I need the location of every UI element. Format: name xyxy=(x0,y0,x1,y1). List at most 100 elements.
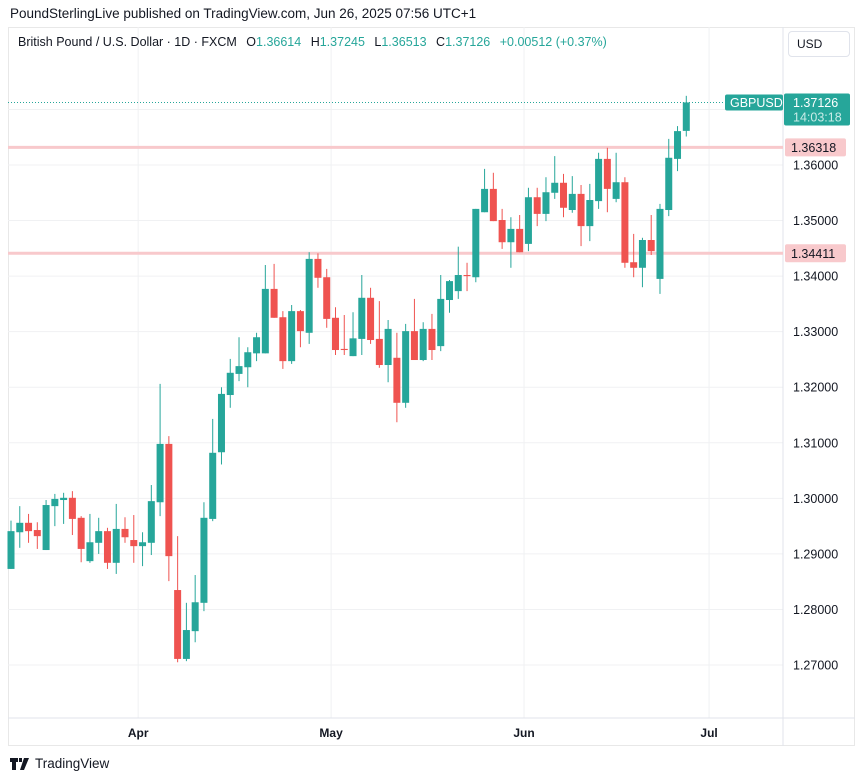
candle-down xyxy=(314,258,322,278)
level-price-label: 1.34411 xyxy=(791,247,835,261)
candle-up xyxy=(568,193,576,211)
candle-up xyxy=(595,158,603,202)
candle-down xyxy=(270,288,278,318)
candle-up xyxy=(7,531,15,569)
symbol-legend: British Pound / U.S. Dollar · 1D · FXCM … xyxy=(18,35,607,49)
candle-up xyxy=(200,517,208,603)
time-axis-label: May xyxy=(319,726,343,740)
time-axis-scale[interactable] xyxy=(9,719,783,745)
candle-down xyxy=(165,443,173,557)
candle-up xyxy=(226,372,234,396)
candle-up xyxy=(419,328,427,361)
symbol-title[interactable]: British Pound / U.S. Dollar · 1D · FXCM xyxy=(18,35,237,49)
candle-up xyxy=(682,102,690,131)
candle-up xyxy=(586,200,594,227)
change-value: +0.00512 (+0.37%) xyxy=(499,35,607,49)
candle-up xyxy=(235,366,243,374)
candle-down xyxy=(130,540,138,547)
price-axis-label: 1.29000 xyxy=(793,547,838,561)
price-axis-label: 1.30000 xyxy=(793,492,838,506)
candle-up xyxy=(551,182,559,193)
open-label: O xyxy=(246,35,257,49)
candle-up xyxy=(51,498,59,507)
candle-up xyxy=(358,297,366,339)
candle-down xyxy=(647,240,655,252)
candle-down xyxy=(296,311,304,332)
candle-down xyxy=(621,182,629,263)
candle-down xyxy=(279,317,287,362)
candle-up xyxy=(253,337,261,354)
footer-brand-label: TradingView xyxy=(35,756,110,771)
price-axis-label: 1.35000 xyxy=(793,214,838,228)
candle-up xyxy=(261,288,269,354)
price-axis-label: 1.27000 xyxy=(793,659,838,673)
level-price-tag xyxy=(785,138,846,157)
time-axis-label: Jul xyxy=(700,726,717,740)
candle-down xyxy=(516,228,524,253)
level-price-tag xyxy=(785,244,846,263)
chart-frame xyxy=(8,27,855,746)
level-price-label: 1.36318 xyxy=(791,141,836,155)
candle-down xyxy=(77,517,85,549)
candle-up xyxy=(16,522,24,533)
footer-brand[interactable]: TradingView xyxy=(10,756,109,771)
candle-up xyxy=(305,258,313,333)
candle-up xyxy=(656,208,664,279)
candle-down xyxy=(340,348,348,351)
low-label: L xyxy=(374,35,382,49)
candle-up xyxy=(542,192,550,214)
low-value: 1.36513 xyxy=(381,35,427,49)
time-axis-label: Jun xyxy=(513,726,534,740)
high-label: H xyxy=(310,35,320,49)
candle-up xyxy=(191,602,199,632)
candle-down xyxy=(174,590,182,659)
candle-up xyxy=(446,281,453,301)
price-axis-label: 1.36000 xyxy=(793,159,838,173)
candle-up xyxy=(481,188,489,213)
price-axis-label: 1.34000 xyxy=(793,270,838,284)
close-value: 1.37126 xyxy=(445,35,491,49)
currency-button[interactable]: USD xyxy=(788,31,850,57)
candle-down xyxy=(603,158,611,189)
price-axis-label: 1.28000 xyxy=(793,603,838,617)
candle-down xyxy=(393,357,401,403)
candle-down xyxy=(560,182,568,208)
candle-up xyxy=(209,452,217,519)
price-axis-label: 1.33000 xyxy=(793,325,838,339)
candle-up xyxy=(112,528,120,563)
candle-down xyxy=(463,275,471,277)
price-axis-label: 1.31000 xyxy=(793,436,838,450)
candle-down xyxy=(367,297,375,341)
candle-down xyxy=(533,197,541,214)
last-price-label: 1.37126 xyxy=(793,96,838,110)
price-axis-label: 1.32000 xyxy=(793,381,838,395)
candle-down xyxy=(498,220,506,243)
candle-down xyxy=(410,331,418,361)
candle-up xyxy=(147,501,155,543)
close-label: C xyxy=(436,35,446,49)
candle-up xyxy=(472,208,480,278)
candle-up xyxy=(638,240,646,268)
published-caption: PoundSterlingLive published on TradingVi… xyxy=(10,6,477,21)
candle-up xyxy=(437,298,445,347)
time-axis-label: Apr xyxy=(128,726,149,740)
candle-up xyxy=(402,331,410,403)
candle-up xyxy=(288,311,296,362)
bar-countdown-label: 14:03:18 xyxy=(793,110,842,124)
tradingview-logo-icon xyxy=(10,757,29,770)
candle-down xyxy=(33,530,41,537)
candle-up xyxy=(42,505,50,551)
candle-down xyxy=(323,277,331,319)
candle-up xyxy=(665,157,673,211)
candle-down xyxy=(489,188,497,222)
candle-up xyxy=(95,531,103,543)
open-value: 1.36614 xyxy=(256,35,302,49)
candle-down xyxy=(121,528,129,538)
candle-down xyxy=(375,338,383,366)
candle-down xyxy=(25,522,33,532)
candle-up xyxy=(156,443,164,503)
candle-down xyxy=(68,497,76,519)
candle-up xyxy=(454,275,462,292)
